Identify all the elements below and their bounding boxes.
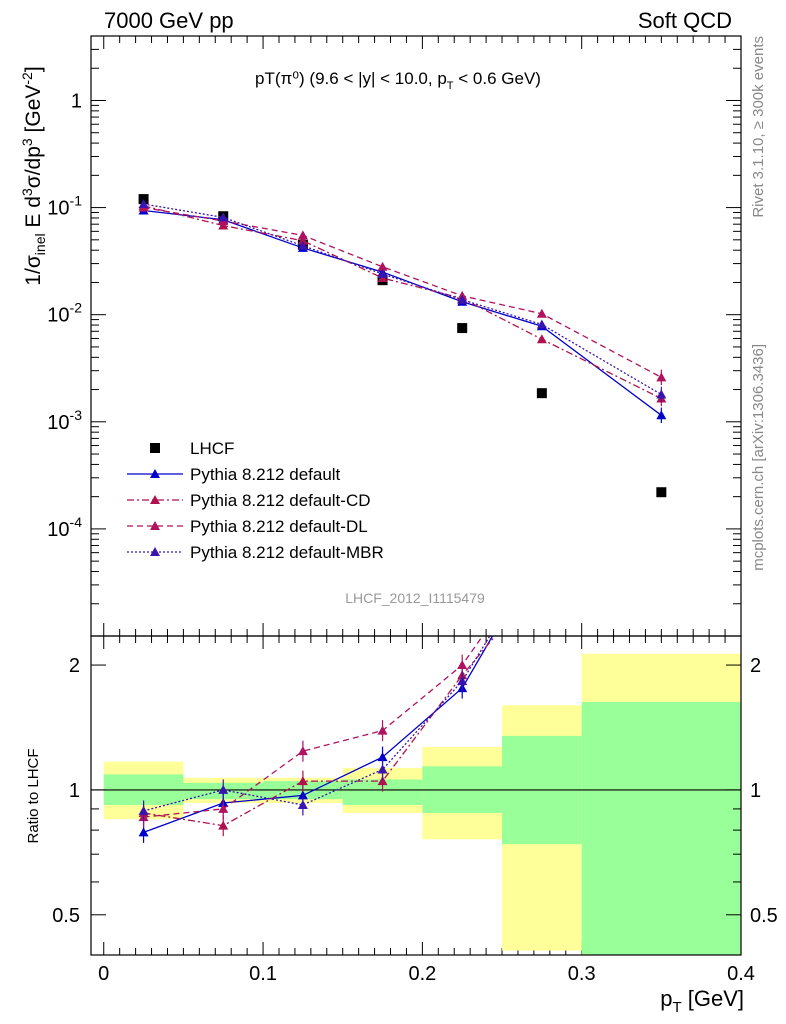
mc-point [457, 294, 468, 304]
rivet-label: Rivet 3.1.10, ≥ 300k events [750, 36, 767, 218]
legend-marker [150, 443, 160, 453]
series-line [143, 205, 662, 400]
series-line [143, 206, 662, 378]
x-tick-label: 0.3 [568, 963, 596, 985]
ratio-point [457, 676, 468, 686]
mc-point [297, 235, 308, 245]
mc-point [297, 230, 308, 240]
mc-point [138, 199, 149, 209]
data-point [536, 388, 547, 399]
y-tick-label: 10-4 [47, 514, 82, 541]
legend-label: Pythia 8.212 default-MBR [190, 543, 384, 562]
ratio-point [138, 827, 149, 837]
plot-title-sub: T [447, 80, 454, 92]
mc-point [536, 334, 547, 344]
ratio-point [377, 725, 388, 735]
data-point [656, 487, 667, 498]
ratio-point [297, 776, 308, 786]
ratio-y-tick-label-right: 0.5 [750, 905, 778, 927]
series-line [143, 209, 662, 416]
mc-point [656, 372, 667, 382]
y-tick-label: 10-3 [47, 407, 82, 434]
legend-label: LHCF [190, 439, 234, 458]
y-tick-label: 1 [71, 90, 82, 112]
x-axis-title: pT [GeV] [660, 986, 744, 1016]
y-axis-title-ratio: Ratio to LHCF [25, 748, 42, 843]
ratio-y-tick-label: 0.5 [52, 905, 80, 927]
ratio-bands [103, 653, 741, 955]
y-axis-title-main: 1/σinel E d3σ/dp3 [GeV-2] [19, 66, 48, 285]
x-tick-label: 0 [98, 963, 109, 985]
stat-uncertainty-band [581, 701, 741, 955]
ratio-point [218, 803, 229, 813]
legend-label: Pythia 8.212 default [190, 465, 341, 484]
analysis-watermark: LHCF_2012_I1115479 [345, 590, 485, 606]
ratio-point [377, 764, 388, 774]
plot-title: pT(π⁰) (9.6 < |y| < 10.0, pT < 0.6 GeV) [255, 69, 541, 92]
legend-marker [150, 547, 160, 556]
plot-title-main: pT(π⁰) (9.6 < |y| < 10.0, p [255, 69, 447, 88]
panel-frame [90, 35, 742, 637]
legend-marker [150, 521, 160, 530]
process-label: Soft QCD [638, 8, 732, 33]
x-tick-label: 0.2 [408, 963, 436, 985]
mc-point [218, 220, 229, 230]
y-tick-label: 10-2 [47, 300, 82, 327]
mcplots-label: mcplots.cern.ch [arXiv:1306.3436] [750, 344, 767, 571]
ratio-y-tick-label-right: 2 [750, 655, 761, 677]
x-tick-label: 0.4 [727, 963, 755, 985]
mc-point [656, 410, 667, 420]
legend-label: Pythia 8.212 default-CD [190, 491, 371, 510]
mc-point [536, 308, 547, 318]
ratio-y-tick-label-right: 1 [750, 780, 761, 802]
data-point [457, 323, 468, 334]
mc-point [377, 268, 388, 278]
y-tick-label: 10-1 [47, 193, 82, 220]
collision-label: 7000 GeV pp [104, 8, 234, 33]
ratio-point [377, 752, 388, 762]
mc-point [297, 240, 308, 250]
mc-point [377, 261, 388, 271]
ratio-plot-panel: 0 0.1 0.2 0.3 0.4 0.5 0.5 1 1 2 2 [52, 635, 778, 985]
legend-marker [150, 469, 160, 478]
ratio-point [138, 805, 149, 815]
ratio-point [297, 746, 308, 756]
ratio-point [377, 776, 388, 786]
series-line [143, 203, 662, 396]
main-series [138, 194, 667, 498]
legend-label: Pythia 8.212 default-DL [190, 517, 368, 536]
ratio-point [218, 784, 229, 794]
mc-point [218, 212, 229, 222]
mc-point [656, 389, 667, 399]
mc-point [536, 319, 547, 329]
panel-frame [90, 635, 742, 956]
ratio-y-tick-label: 1 [69, 780, 80, 802]
legend-marker [150, 495, 160, 504]
ratio-point [297, 799, 308, 809]
ratio-point [457, 660, 468, 670]
ratio-series [138, 636, 497, 843]
plot-title-end: < 0.6 GeV) [454, 69, 541, 88]
x-tick-label: 0.1 [249, 963, 277, 985]
ratio-point [218, 820, 229, 830]
legend: LHCF Pythia 8.212 default Pythia 8.212 def… [127, 439, 384, 562]
ratio-y-tick-label: 2 [69, 655, 80, 677]
